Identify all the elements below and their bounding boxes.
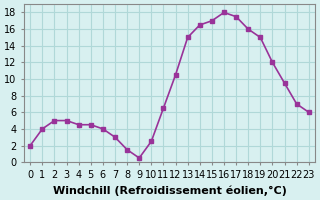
X-axis label: Windchill (Refroidissement éolien,°C): Windchill (Refroidissement éolien,°C) (52, 185, 286, 196)
